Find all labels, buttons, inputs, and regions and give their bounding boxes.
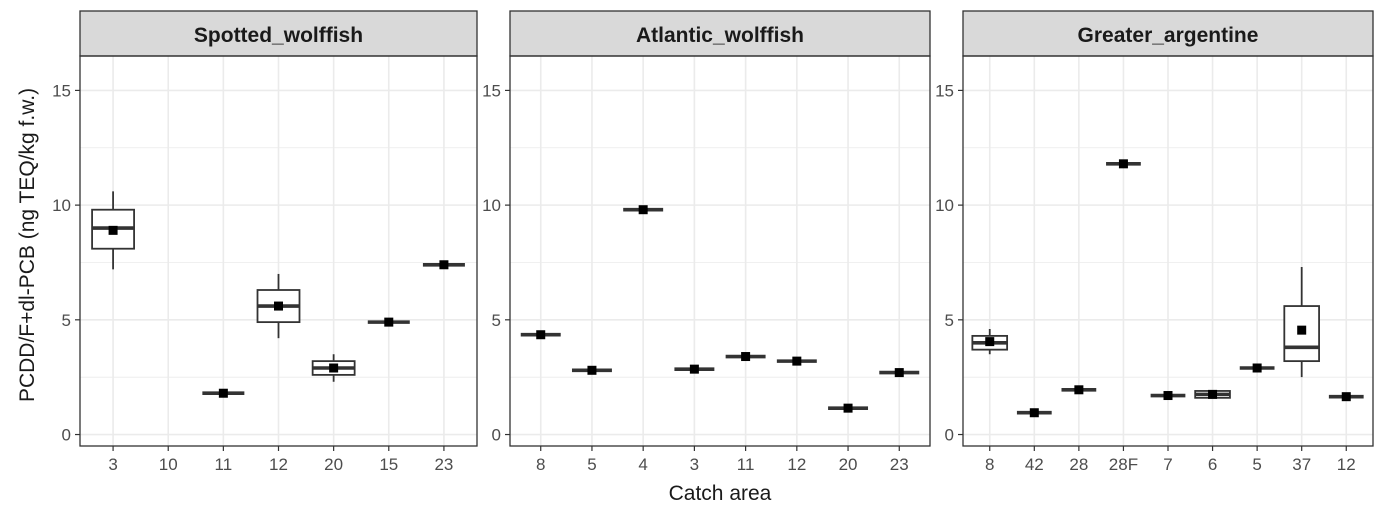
x-axis-title: Catch area — [669, 482, 772, 505]
x-tick-label: 12 — [1337, 455, 1356, 474]
x-tick-label: 42 — [1025, 455, 1044, 474]
mean-marker — [1208, 389, 1218, 399]
x-tick-label: 3 — [108, 455, 117, 474]
y-tick-label: 15 — [52, 81, 71, 100]
x-tick-label: 8 — [985, 455, 994, 474]
mean-marker — [1341, 392, 1351, 402]
mean-marker — [108, 225, 118, 235]
y-tick-label: 15 — [482, 81, 501, 100]
x-tick-label: 7 — [1163, 455, 1172, 474]
mean-marker — [329, 363, 339, 373]
x-tick-label: 5 — [587, 455, 596, 474]
y-tick-label: 5 — [945, 311, 954, 330]
y-axis-title: PCDD/F+dl-PCB (ng TEQ/kg f.w.) — [16, 88, 39, 402]
facet-title: Atlantic_wolffish — [636, 24, 804, 47]
mean-marker — [1074, 385, 1084, 395]
x-tick-label: 10 — [159, 455, 178, 474]
y-tick-label: 5 — [492, 311, 501, 330]
x-tick-label: 8 — [536, 455, 545, 474]
panel-border — [509, 55, 931, 447]
facet-title: Greater_argentine — [1078, 24, 1259, 47]
y-tick-label: 0 — [62, 426, 71, 445]
mean-marker — [274, 301, 283, 311]
mean-marker — [1252, 363, 1262, 373]
x-tick-label: 23 — [890, 455, 909, 474]
x-tick-label: 5 — [1252, 455, 1261, 474]
mean-marker — [638, 205, 648, 215]
mean-marker — [587, 365, 597, 375]
x-tick-label: 12 — [269, 455, 288, 474]
mean-marker — [792, 356, 802, 366]
y-tick-label: 15 — [935, 81, 954, 100]
x-tick-label: 3 — [690, 455, 699, 474]
mean-marker — [218, 388, 228, 398]
x-tick-label: 4 — [638, 455, 647, 474]
mean-marker — [843, 403, 853, 413]
y-tick-label: 10 — [482, 196, 501, 215]
x-tick-label: 15 — [379, 455, 398, 474]
facet-strip — [962, 10, 1374, 57]
mean-marker — [384, 317, 394, 327]
mean-marker — [1118, 159, 1128, 169]
mean-marker — [985, 337, 995, 347]
x-tick-label: 6 — [1208, 455, 1217, 474]
facet-strip — [509, 10, 931, 57]
x-tick-label: 23 — [434, 455, 453, 474]
mean-marker — [1029, 408, 1039, 418]
mean-marker — [439, 260, 449, 270]
y-tick-label: 0 — [492, 426, 501, 445]
mean-marker — [689, 364, 699, 374]
x-tick-label: 11 — [215, 455, 233, 474]
y-tick-label: 0 — [945, 426, 954, 445]
facet-strip — [79, 10, 478, 57]
x-tick-label: 28 — [1069, 455, 1088, 474]
x-tick-label: 12 — [787, 455, 806, 474]
y-tick-label: 10 — [935, 196, 954, 215]
x-tick-label: 11 — [737, 455, 755, 474]
x-tick-label: 37 — [1292, 455, 1311, 474]
y-tick-label: 10 — [52, 196, 71, 215]
x-tick-label: 28F — [1109, 455, 1138, 474]
mean-marker — [1163, 391, 1173, 401]
x-tick-label: 20 — [324, 455, 343, 474]
mean-marker — [894, 368, 904, 378]
x-tick-label: 20 — [839, 455, 858, 474]
mean-marker — [1297, 325, 1307, 335]
mean-marker — [536, 330, 546, 340]
y-tick-label: 5 — [62, 311, 71, 330]
mean-marker — [741, 352, 751, 362]
facet-title: Spotted_wolffish — [194, 24, 363, 47]
panel-background — [510, 56, 930, 446]
